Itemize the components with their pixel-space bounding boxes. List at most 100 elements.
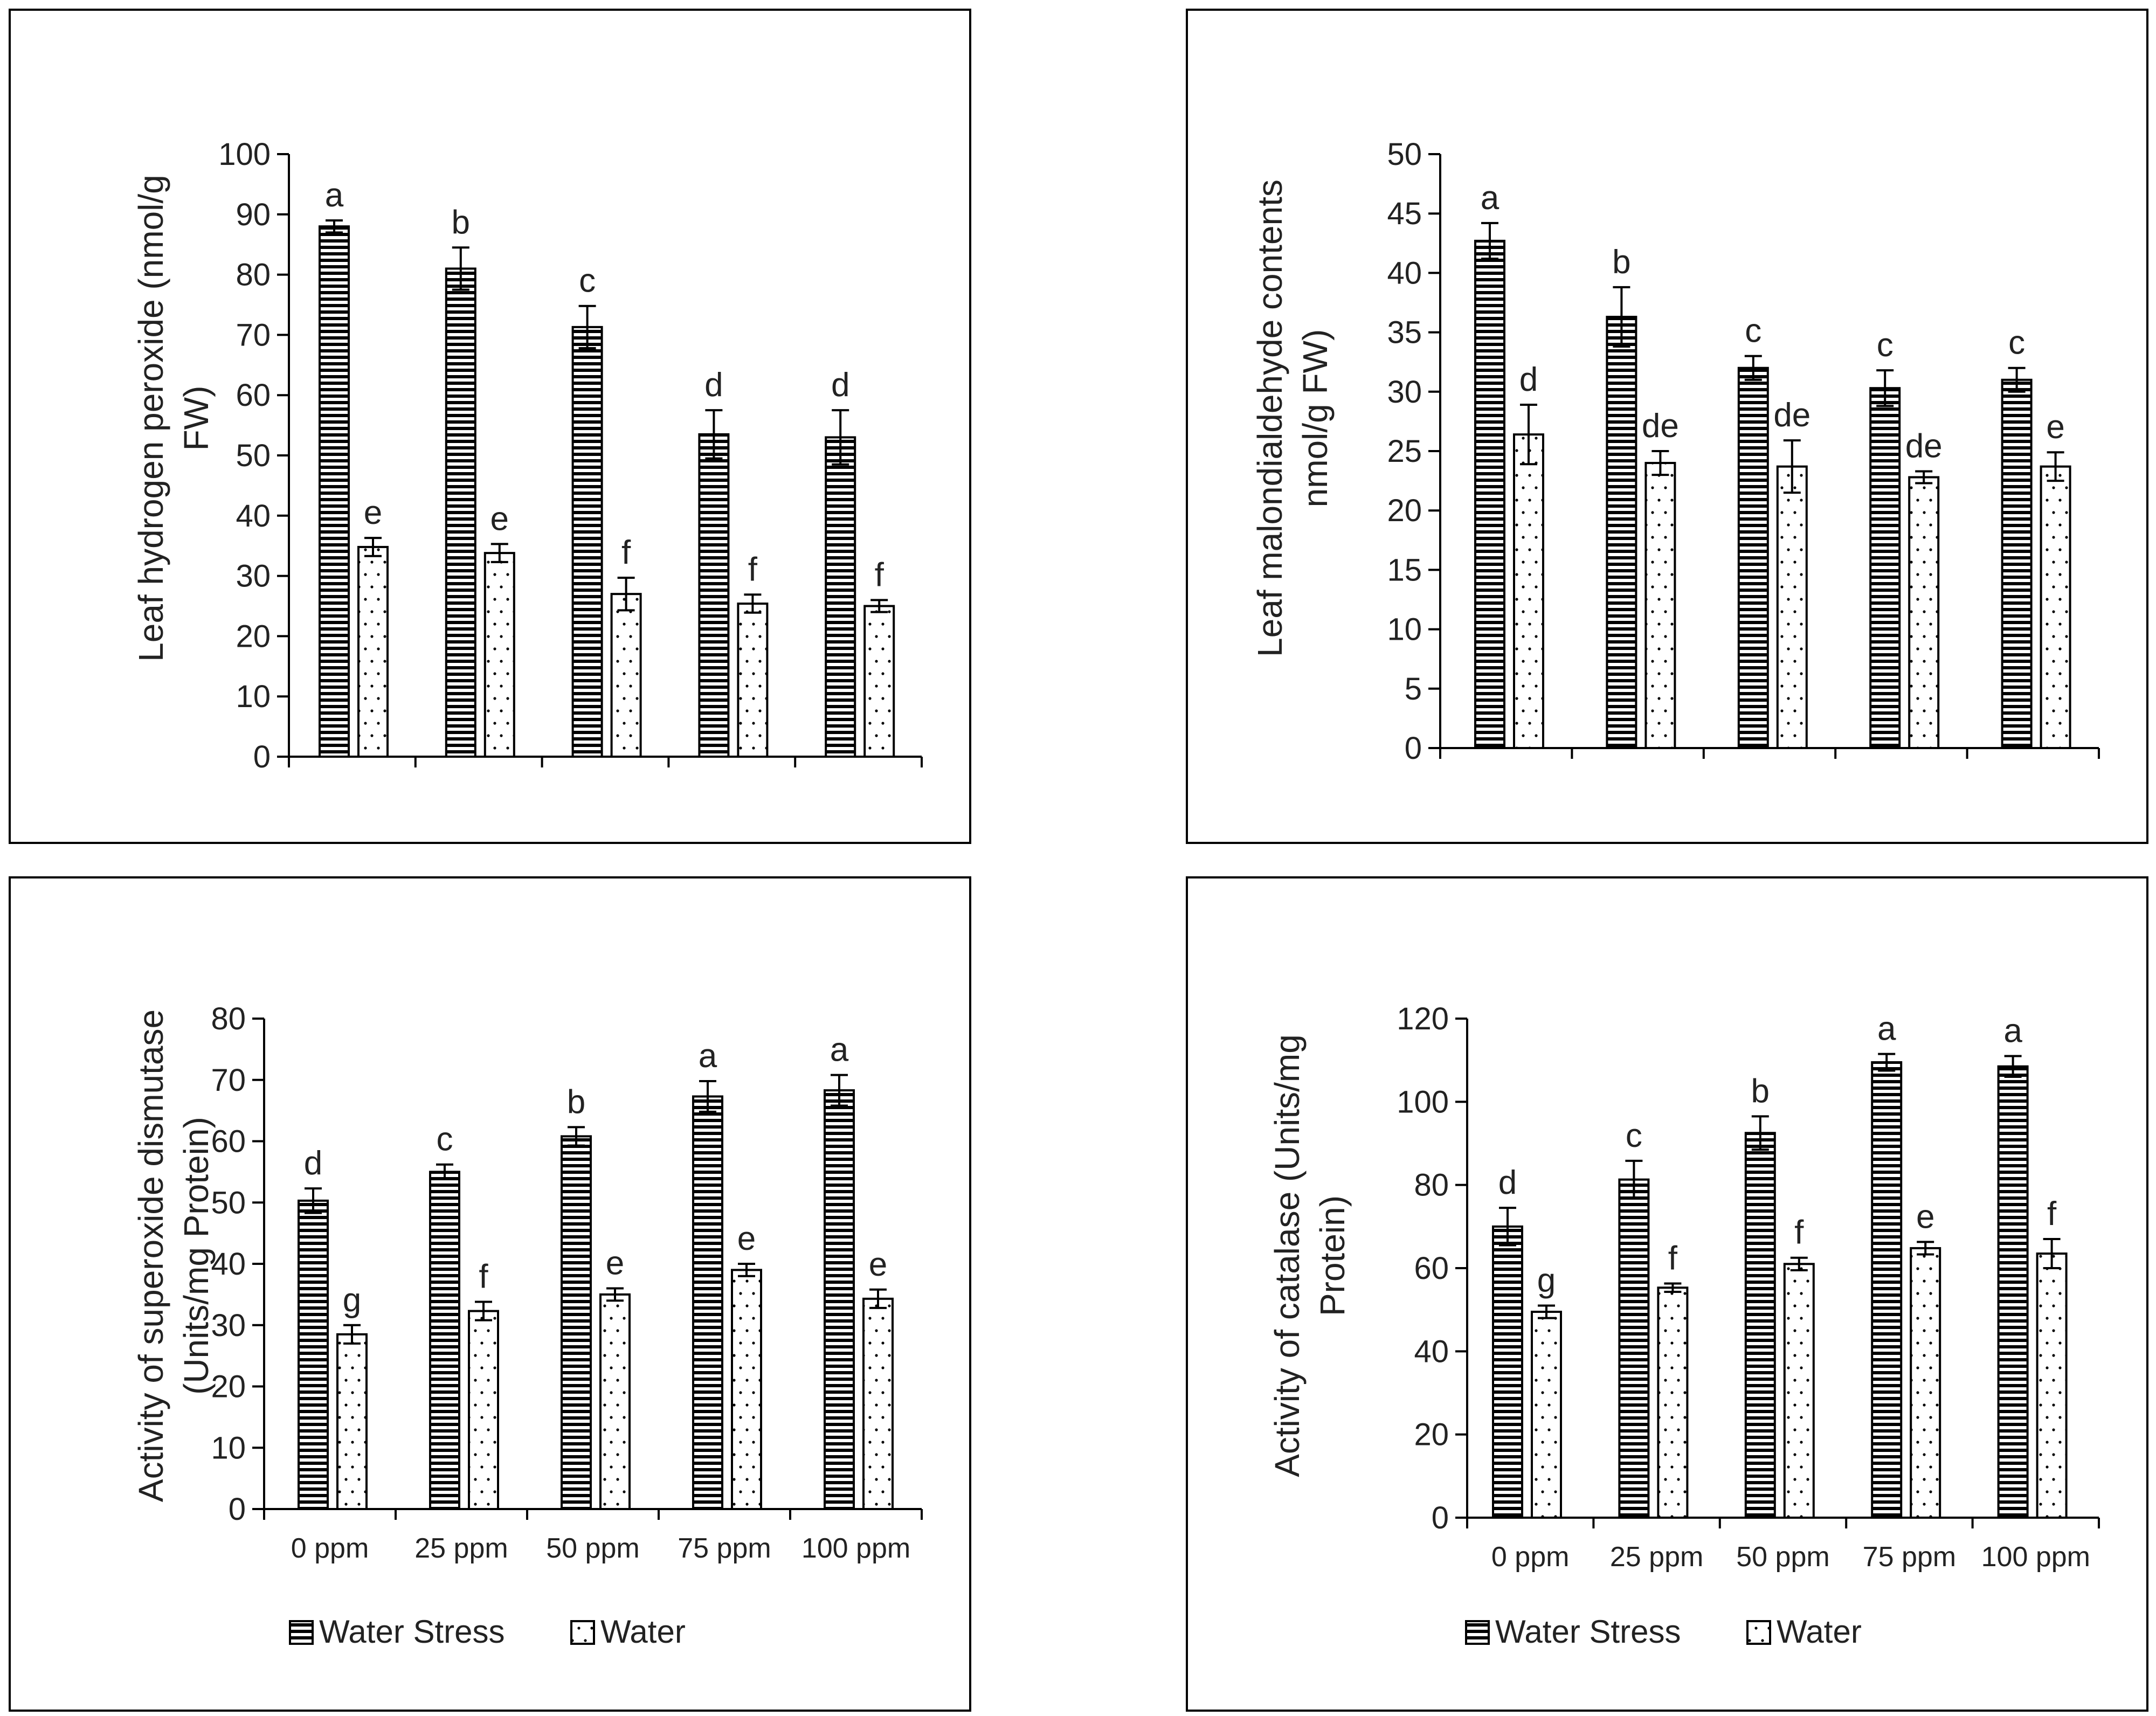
bar-water-stress [824,1089,855,1510]
legend-label: Water [600,1614,686,1650]
significance-letter: a [2003,1012,2022,1049]
bar-water-stress [1606,315,1637,749]
y-tick-label: 40 [236,499,271,534]
significance-letter: g [1537,1262,1556,1299]
bar-water-stress [825,436,856,758]
y-tick-label: 10 [1387,612,1422,647]
y-tick-label: 10 [236,679,271,714]
y-tick-label: 40 [1414,1334,1449,1369]
x-category-label: 0 ppm [291,1533,369,1564]
bar-water-stress [698,433,730,758]
significance-letter: a [1481,179,1499,217]
y-tick-label: 45 [1387,196,1422,231]
bar-water [1776,465,1808,749]
x-category-label: 0 ppm [1491,1541,1570,1573]
significance-letter: f [2047,1195,2057,1233]
y-tick-label: 15 [1387,552,1422,587]
legend-swatch-water-stress [289,1620,314,1645]
bar-water [1657,1286,1689,1519]
legend-label: Water Stress [1495,1614,1681,1650]
significance-letter: e [364,494,382,531]
y-tick-label: 30 [211,1308,246,1343]
y-axis-label-line: (Units/mg Protein) [177,1117,216,1395]
y-tick-label: 60 [211,1124,246,1159]
significance-letter: f [621,534,631,571]
significance-letter: f [479,1258,488,1296]
y-axis-label-line: nmol/g FW) [1296,329,1335,508]
y-tick-label: 100 [1397,1084,1449,1119]
y-tick-label: 25 [1387,434,1422,469]
significance-letter: a [325,177,344,214]
bar-water [357,545,389,758]
bar-water [1644,462,1676,749]
x-category-label: 25 ppm [414,1533,508,1564]
significance-letter: c [1745,313,1761,350]
bar-water-stress [1997,1065,2029,1519]
bar-water [2036,1252,2068,1519]
x-category-label: 50 ppm [1736,1541,1829,1573]
significance-letter: c [2008,324,2025,362]
significance-letter: c [579,262,596,300]
significance-letter: e [1916,1198,1934,1235]
y-tick-label: 30 [1387,375,1422,410]
y-tick-label: 70 [236,317,271,352]
panel-frame [9,9,971,844]
significance-letter: b [567,1083,585,1120]
y-tick-label: 20 [1387,493,1422,528]
y-tick-label: 80 [1414,1168,1449,1203]
bar-water-stress [429,1171,460,1510]
bar-water-stress [445,267,476,758]
y-axis-label-line: FW) [177,386,216,451]
bar-water [610,593,642,758]
chart-panel-b: 0 5 10 15 20 25 30 35 40 45 50 Leaf malondialdehyde… [1186,9,2148,844]
x-category-label: 75 ppm [678,1533,771,1564]
y-tick-label: 100 [218,137,271,172]
panel-frame [1186,9,2148,844]
panel-frame [1186,876,2148,1712]
bar-water-stress [1737,366,1769,749]
bar-water [731,1269,762,1510]
y-tick-label: 120 [1397,1001,1449,1036]
y-axis-label-line: Activity of catalase (Units/mg [1268,1034,1307,1477]
significance-letter: de [1642,407,1679,445]
significance-letter: e [869,1246,887,1283]
bar-water-stress [2001,378,2033,749]
significance-letter: d [1519,361,1538,398]
bar-water [1910,1247,1941,1519]
bar-water-stress [1492,1225,1523,1519]
bar-water [1513,433,1544,749]
y-axis-label-line: Leaf hydrogen peroxide (nmol/g [132,175,170,662]
significance-letter: de [1905,427,1943,465]
bar-water-stress [298,1199,329,1510]
y-axis-label-line: Leaf malondialdehyde contents [1250,179,1289,657]
y-axis-label: Leaf hydrogen peroxide (nmol/g FW) [132,175,216,662]
y-axis-label-line: Protein) [1313,1195,1352,1316]
significance-letter: e [737,1220,756,1257]
y-axis-label: Leaf malondialdehyde contents nmol/g FW) [1250,179,1335,657]
x-category-label: 50 ppm [546,1533,639,1564]
y-axis-label-line: Activity of superoxide dismutase [132,1009,170,1502]
x-category-label: 25 ppm [1610,1541,1703,1573]
bar-water-stress [1871,1061,1903,1519]
significance-letter: de [1773,397,1811,434]
y-tick-label: 30 [236,559,271,594]
bar-water-stress [1869,387,1901,749]
legend-swatch-water-stress [1465,1620,1490,1645]
bar-water-stress [571,326,603,758]
significance-letter: c [1877,327,1894,364]
chart-panel-c: 0 10 20 30 40 50 60 70 80 0 ppm 25 ppm 50 ppm 75 ppm… [9,876,971,1712]
bar-water [1908,476,1940,749]
x-category-label: 100 ppm [1981,1541,2090,1573]
y-tick-label: 5 [1405,672,1422,707]
bar-water-stress [1474,239,1505,749]
y-tick-label: 70 [211,1063,246,1098]
bar-water [737,603,769,758]
bar-water-stress [692,1095,723,1510]
y-tick-label: 35 [1387,315,1422,350]
significance-letter: g [343,1282,361,1319]
significance-letter: a [830,1032,849,1069]
y-tick-label: 90 [236,197,271,232]
y-tick-label: 80 [236,258,271,293]
